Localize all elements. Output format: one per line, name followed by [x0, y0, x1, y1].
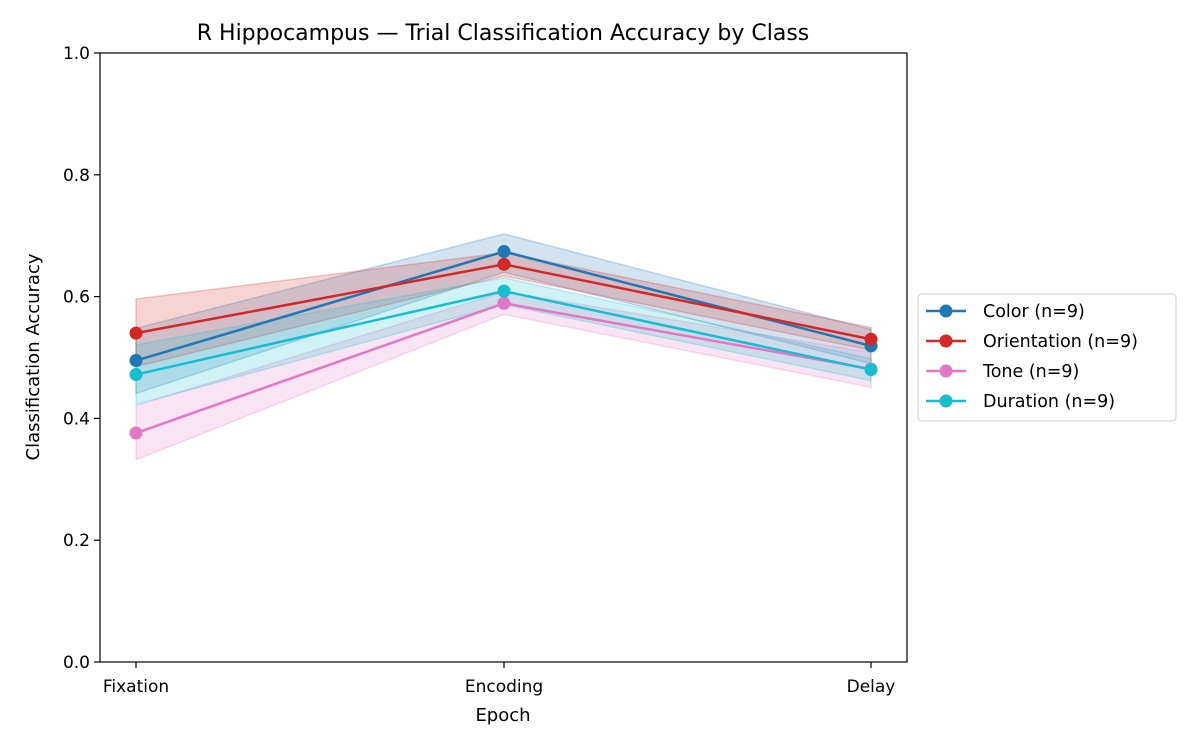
- point-series-2-0: [129, 426, 143, 440]
- legend-marker-0: [939, 304, 953, 318]
- point-series-2-1: [497, 296, 511, 310]
- y-tick-label: 0.4: [63, 409, 90, 429]
- y-axis: 0.0 0.2 0.4 0.6 0.8 1.0: [63, 44, 100, 673]
- point-series-1-2: [864, 332, 878, 346]
- y-axis-label: Classification Accuracy: [23, 253, 44, 460]
- x-tick-label: Delay: [847, 677, 896, 697]
- y-tick-label: 0.6: [63, 288, 90, 308]
- legend-label-0: Color (n=9): [983, 302, 1085, 322]
- point-series-3-0: [129, 368, 143, 382]
- point-series-3-1: [497, 284, 511, 298]
- x-axis-label: Epoch: [475, 705, 530, 726]
- y-tick-label: 0.8: [63, 166, 90, 186]
- legend-label-3: Duration (n=9): [983, 392, 1115, 412]
- x-tick-label: Fixation: [103, 677, 169, 697]
- x-tick-label: Encoding: [465, 677, 543, 697]
- y-tick-label: 0.2: [63, 531, 90, 551]
- point-series-1-1: [497, 257, 511, 271]
- point-series-0-0: [129, 354, 143, 368]
- legend-marker-3: [939, 394, 953, 408]
- point-series-0-1: [497, 245, 511, 259]
- legend-marker-1: [939, 334, 953, 348]
- legend: Color (n=9) Orientation (n=9) Tone (n=9) Du…: [917, 293, 1177, 422]
- legend-label-2: Tone (n=9): [982, 362, 1079, 382]
- chart-title: R Hippocampus — Trial Classification Acc…: [197, 21, 810, 46]
- x-axis: Fixation Encoding Delay: [103, 662, 896, 697]
- legend-label-1: Orientation (n=9): [983, 332, 1138, 352]
- y-tick-label: 0.0: [63, 653, 90, 673]
- legend-marker-2: [939, 364, 953, 378]
- y-tick-label: 1.0: [63, 44, 90, 64]
- series-points: [129, 245, 878, 440]
- legend-box: [917, 293, 1177, 422]
- point-series-3-2: [864, 363, 878, 377]
- point-series-1-0: [129, 326, 143, 340]
